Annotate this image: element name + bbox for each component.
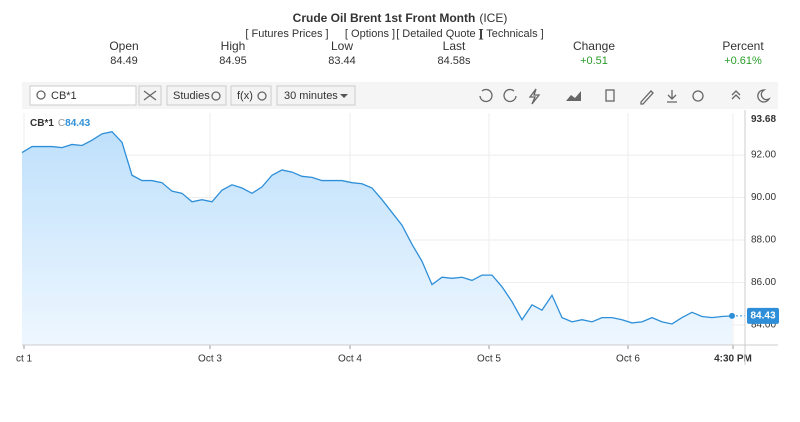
nav-link[interactable]: [ Technicals ] xyxy=(480,28,543,40)
quote-row: Open 84.49 High 84.95 Low 83.44 Last 84.58s Chan… xyxy=(109,39,764,67)
x-tick-label: ct 1 xyxy=(16,354,33,365)
toolbar-icons xyxy=(479,88,771,105)
legend-prefix: C xyxy=(58,118,65,129)
compare-icon xyxy=(143,90,157,101)
annotate[interactable] xyxy=(640,90,654,105)
studies-button[interactable] xyxy=(166,85,227,106)
title-text: Crude Oil Brent 1st Front Month xyxy=(293,11,476,25)
legend-symbol: CB*1 xyxy=(30,118,54,129)
quote-value: 84.49 xyxy=(110,55,138,67)
redo[interactable] xyxy=(503,88,517,103)
quote-label: Open xyxy=(109,39,138,53)
quote-value: +0.61% xyxy=(724,55,762,67)
quote-label: Percent xyxy=(722,39,764,53)
title: Crude Oil Brent 1st Front Month (ICE) xyxy=(293,11,508,25)
plus-icon xyxy=(257,91,267,101)
price-line xyxy=(21,130,733,325)
chart: 84.00 86.00 88.00 90.00 92.00 ct 1 Oct 3 Oct 4 O… xyxy=(16,113,779,365)
x-tick-label: Oct 6 xyxy=(616,354,640,365)
draw-tool[interactable] xyxy=(528,88,541,105)
dropdown-arrow xyxy=(340,94,348,98)
y-tick-label: 86.00 xyxy=(751,277,776,288)
quote-label: Last xyxy=(443,39,466,53)
x-tick-label: 4:30 PM xyxy=(714,354,752,365)
quote-label: Low xyxy=(331,39,353,53)
chart-style[interactable] xyxy=(566,91,581,101)
quote-value: 84.58s xyxy=(437,55,471,67)
nav-link[interactable]: [ Detailed Quote ] xyxy=(396,28,482,40)
x-tick-label: Oct 3 xyxy=(198,354,222,365)
legend: CB*1 C84.43 xyxy=(30,118,91,129)
x-tick-label: Oct 4 xyxy=(338,354,362,365)
last-price-label: 84.43 xyxy=(750,311,775,322)
fx-label: f(x) xyxy=(237,90,253,102)
exchange: (ICE) xyxy=(479,11,507,25)
legend-close: 84.43 xyxy=(65,118,90,129)
search-icon xyxy=(36,90,46,100)
area xyxy=(22,131,732,345)
quote-label: High xyxy=(221,39,246,53)
symbol-search[interactable] xyxy=(29,85,137,106)
collapse[interactable] xyxy=(731,90,741,100)
symbol-input[interactable]: CB*1 xyxy=(51,90,77,102)
interval-select[interactable] xyxy=(276,85,356,106)
nav-link[interactable]: [ Options ] xyxy=(345,28,395,40)
quote-value: +0.51 xyxy=(580,55,608,67)
download[interactable] xyxy=(667,90,677,103)
nav-link[interactable]: [ Futures Prices ] xyxy=(245,28,328,40)
y-tick-label: 92.00 xyxy=(751,150,776,161)
high-label: 93.68 xyxy=(751,114,776,125)
y-tick-label: 88.00 xyxy=(751,235,776,246)
settings[interactable] xyxy=(692,90,704,102)
interval-label: 30 minutes xyxy=(284,90,338,102)
layout[interactable] xyxy=(605,89,615,102)
links: [ Futures Prices ] [ Options ][ Detailed … xyxy=(245,28,543,40)
quote-value: 83.44 xyxy=(328,55,356,67)
quote-value: 84.95 xyxy=(219,55,247,67)
last-point xyxy=(729,312,735,319)
y-tick-label: 90.00 xyxy=(751,192,776,203)
theme[interactable] xyxy=(757,89,771,103)
plus-icon xyxy=(211,91,221,101)
undo[interactable] xyxy=(479,88,493,103)
x-tick-label: Oct 5 xyxy=(477,354,501,365)
quote-label: Change xyxy=(573,39,615,53)
last-price-box xyxy=(747,307,779,324)
studies-label: Studies xyxy=(173,90,210,102)
y-tick-label: 84.00 xyxy=(751,320,776,331)
